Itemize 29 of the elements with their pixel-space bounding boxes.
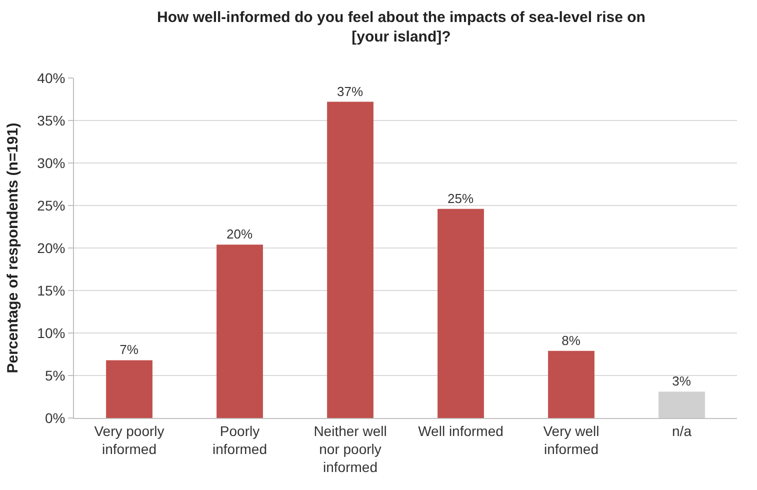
bar — [216, 244, 263, 418]
y-axis-title: Percentage of respondents (n=191) — [4, 122, 22, 374]
data-label: 3% — [672, 374, 692, 389]
data-label: 7% — [120, 342, 139, 358]
x-tick-label: Poorly informed — [212, 422, 267, 457]
bar — [658, 392, 705, 418]
bar — [438, 208, 484, 418]
data-label: 37% — [337, 84, 364, 99]
y-tick-label: 40% — [37, 70, 66, 86]
data-label: 20% — [226, 226, 253, 242]
bar — [106, 360, 152, 418]
y-tick-label: 35% — [37, 112, 66, 128]
data-label: 25% — [448, 190, 474, 206]
y-tick-label: 25% — [37, 197, 66, 214]
bar — [548, 350, 594, 418]
data-label: 8% — [562, 332, 581, 348]
chart-title: How well-informed do you feel about the impacts of sea-level rise on [your island]? — [156, 9, 646, 46]
x-tick-label: Very poorly informed — [94, 422, 164, 457]
x-tick-label: n/a — [672, 422, 692, 439]
x-tick-label: Very well informed — [543, 422, 600, 457]
y-tick-label: 0% — [44, 410, 66, 426]
bar — [327, 102, 374, 418]
y-tick-label: 20% — [37, 240, 66, 256]
y-tick-label: 10% — [37, 324, 66, 341]
x-tick-label: Neither well nor poorly informed — [314, 422, 387, 476]
y-tick-label: 30% — [37, 154, 66, 171]
y-tick-label: 5% — [44, 367, 66, 384]
x-tick-label: Well informed — [418, 422, 504, 439]
y-tick-label: 15% — [37, 282, 66, 298]
